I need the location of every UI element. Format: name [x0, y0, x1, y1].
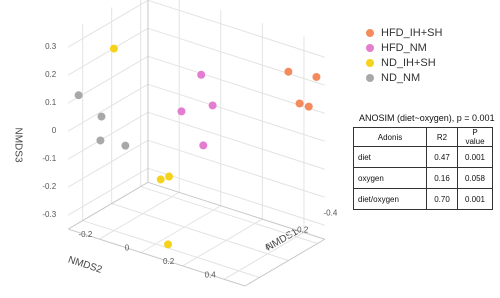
grid-line	[147, 139, 325, 198]
x-tick-label: 0	[266, 243, 271, 252]
table-cell: P value	[457, 127, 493, 147]
point	[197, 70, 206, 79]
grid-line	[67, 167, 149, 216]
grid-line	[67, 83, 149, 132]
y-tick-label: 0	[125, 244, 130, 253]
z-axis-title: NMDS3	[12, 127, 23, 162]
legend-marker	[366, 29, 374, 37]
grid-line	[147, 27, 325, 86]
point	[97, 112, 106, 121]
table-cell: 0.058	[457, 167, 493, 189]
box-edge	[68, 228, 246, 287]
table-cell: oxygen	[353, 167, 427, 189]
y-tick-label: 0.4	[205, 270, 217, 279]
grid-line	[182, 218, 263, 267]
grid-line	[111, 203, 289, 261]
box-edge	[67, 181, 149, 230]
grid-line	[67, 0, 149, 48]
grid-line	[147, 55, 325, 114]
point	[208, 101, 217, 110]
y-tick-label: 0.2	[163, 257, 175, 266]
point	[177, 107, 186, 116]
point	[312, 72, 321, 81]
point	[121, 141, 130, 150]
table-cell: diet/oxygen	[353, 188, 427, 210]
grid-line	[147, 83, 325, 142]
y-tick-label: -0.2	[79, 230, 93, 239]
table-row: diet 0.47 0.001	[353, 146, 493, 168]
grid-line	[147, 111, 325, 170]
point	[284, 67, 293, 76]
legend-label: ND_NM	[381, 72, 420, 84]
grid-line	[67, 139, 149, 188]
grid-line	[82, 220, 260, 278]
grid-line	[140, 205, 222, 253]
table: Adonis R2 P value diet 0.47 0.001 oxygen 0.16 0.…	[353, 127, 493, 210]
table-cell: 0.16	[426, 167, 458, 189]
point	[156, 175, 165, 184]
table-cell: 0.001	[457, 146, 493, 168]
table-cell: 0.001	[457, 188, 493, 210]
grid-line	[147, 0, 325, 58]
point	[165, 172, 174, 181]
grid-line	[99, 191, 180, 240]
legend-marker	[366, 59, 374, 67]
grid-line	[147, 167, 325, 226]
legend-label: ND_IH+SH	[381, 57, 436, 69]
z-tick-label: -0.1	[42, 154, 56, 163]
legend-marker	[366, 74, 374, 82]
point	[295, 99, 304, 108]
box-edge	[244, 238, 326, 287]
legend-marker	[366, 44, 374, 52]
box-edge	[147, 181, 325, 240]
table-cell: diet	[353, 146, 427, 168]
point	[109, 44, 118, 53]
point	[96, 136, 105, 145]
table-row: oxygen 0.16 0.058	[353, 167, 493, 189]
z-tick-label: 0	[52, 126, 57, 135]
point	[304, 102, 313, 111]
z-tick-label: -0.2	[42, 182, 56, 191]
table-title: ANOSIM (diet~oxygen), p = 0.001	[359, 113, 495, 123]
grid-line	[67, 27, 149, 76]
point	[74, 91, 83, 100]
legend-label: HFD_IH+SH	[381, 27, 442, 39]
anosim-table: ANOSIM (diet~oxygen), p = 0.001 Adonis R2…	[353, 113, 495, 210]
grid-line	[67, 111, 149, 160]
legend-label: HFD_NM	[381, 42, 427, 54]
table-row: Adonis R2 P value	[353, 127, 493, 147]
point	[164, 240, 173, 249]
table-row: diet/oxygen 0.70 0.001	[353, 188, 493, 210]
table-cell: Adonis	[353, 127, 427, 147]
z-tick-label: 0.2	[45, 70, 57, 79]
grid-line	[223, 232, 305, 280]
table-cell: R2	[426, 127, 458, 147]
z-tick-label: 0.1	[45, 98, 57, 107]
table-cell: 0.70	[426, 188, 458, 210]
table-cell: 0.47	[426, 146, 458, 168]
z-tick-label: 0.3	[45, 42, 57, 51]
x-tick-label: -0.4	[324, 209, 338, 218]
x-tick-label: -0.2	[295, 226, 309, 235]
point	[199, 141, 208, 150]
grid-line	[140, 186, 318, 244]
y-axis-title: NMDS2	[67, 254, 104, 275]
z-tick-label: -0.3	[42, 210, 56, 219]
